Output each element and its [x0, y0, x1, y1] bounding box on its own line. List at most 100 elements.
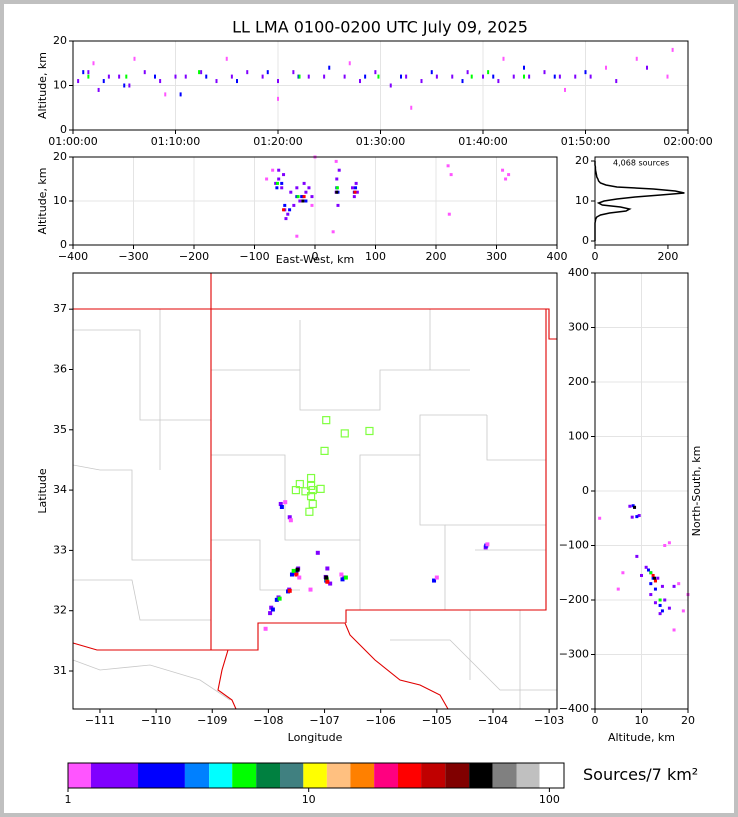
y-axis-label: Altitude, km	[36, 52, 49, 119]
y-tick-label: 36	[53, 362, 67, 375]
source-point	[646, 65, 648, 70]
x-tick-label: −110	[141, 714, 171, 727]
station	[291, 485, 301, 495]
source-point	[616, 587, 620, 591]
y-tick-label: 20	[53, 150, 67, 163]
x-tick-label: 300	[486, 250, 507, 263]
station	[322, 416, 331, 425]
source-point	[296, 195, 300, 199]
county-line	[390, 639, 557, 691]
x-tick-label: 400	[547, 250, 568, 263]
y-tick-label: 10	[575, 194, 589, 207]
x-tick-label: 200	[426, 250, 447, 263]
source-point	[123, 83, 126, 88]
x-tick-label: 1	[65, 793, 72, 806]
source-point	[635, 554, 639, 558]
source-point	[335, 186, 339, 190]
source-point	[331, 230, 335, 234]
county-line	[72, 464, 211, 561]
source-point	[277, 177, 281, 181]
source-point	[295, 234, 299, 238]
source-point	[282, 173, 286, 177]
source-point	[348, 61, 351, 66]
source-point	[92, 61, 95, 66]
source-point	[302, 195, 306, 199]
source-point	[328, 581, 333, 586]
source-point	[302, 181, 306, 185]
colorbar-segment	[326, 763, 351, 788]
source-point	[646, 568, 650, 572]
source-point	[630, 515, 634, 519]
x-tick-label: 20	[681, 714, 695, 727]
colorbar-segment	[469, 763, 493, 788]
source-point	[430, 70, 433, 75]
source-point	[420, 79, 423, 84]
x-axis-label: East-West, km	[276, 253, 354, 266]
y-tick-label: −200	[559, 593, 589, 606]
source-point	[354, 181, 358, 185]
source-point	[658, 598, 662, 602]
colorbar-segment	[303, 763, 327, 788]
source-point	[435, 74, 438, 79]
x-tick-label: 0	[312, 250, 319, 263]
source-point	[410, 105, 413, 110]
colorbar-segment	[232, 763, 257, 788]
x-tick-label: 100	[539, 793, 560, 806]
state-line	[345, 309, 547, 623]
colorbar-segment	[68, 763, 91, 788]
y-tick-label: 100	[568, 430, 589, 443]
source-point	[666, 74, 669, 79]
county-line	[211, 369, 470, 411]
source-point	[310, 203, 314, 207]
colorbar-segment	[374, 763, 399, 788]
source-point	[470, 74, 473, 79]
y-tick-label: 10	[53, 194, 67, 207]
source-point	[289, 190, 293, 194]
x-tick-label: 10	[635, 714, 649, 727]
source-point	[292, 70, 295, 75]
colorbar-segment	[539, 763, 564, 788]
y-tick-label: −300	[559, 648, 589, 661]
source-point	[297, 575, 302, 580]
source-point	[298, 74, 301, 79]
source-point	[335, 190, 339, 194]
source-point	[660, 609, 664, 613]
source-point	[451, 74, 454, 79]
station	[308, 499, 317, 509]
source-point	[502, 56, 505, 61]
source-point	[118, 74, 121, 79]
x-tick-label: 0	[592, 714, 599, 727]
source-point	[504, 177, 508, 181]
source-point	[447, 212, 451, 216]
state-line	[217, 649, 237, 710]
colorbar-segment	[421, 763, 446, 788]
source-point	[446, 164, 450, 168]
source-point	[301, 199, 305, 203]
source-point	[633, 505, 637, 509]
source-point	[354, 186, 358, 190]
y-tick-label: 0	[60, 238, 67, 251]
y-tick-label: 10	[53, 79, 67, 92]
station	[316, 484, 325, 493]
source-point	[667, 541, 671, 545]
source-point	[334, 159, 338, 163]
source-point	[315, 550, 320, 555]
source-point	[663, 598, 667, 602]
source-point	[507, 173, 511, 177]
source-point	[304, 199, 308, 203]
source-point	[355, 190, 359, 194]
county-line	[73, 579, 211, 621]
source-point	[374, 70, 377, 75]
y-tick-label: 35	[53, 423, 67, 436]
source-point	[298, 199, 302, 203]
county-line	[486, 415, 546, 461]
x-tick-label: 200	[657, 250, 678, 263]
source-point	[482, 74, 484, 79]
source-point	[584, 70, 587, 75]
source-point	[658, 603, 662, 607]
source-point	[295, 186, 299, 190]
x-tick-label: −300	[118, 250, 148, 263]
source-point	[449, 173, 453, 177]
source-point	[174, 74, 177, 79]
colorbar-frame	[67, 762, 565, 789]
